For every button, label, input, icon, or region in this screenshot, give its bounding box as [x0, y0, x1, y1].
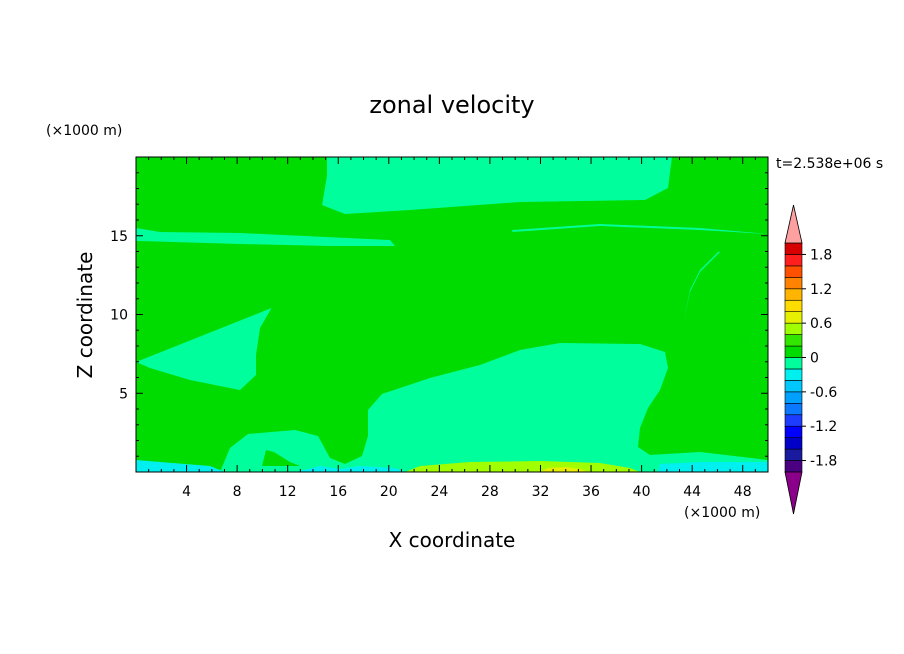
colorbar-swatch [784, 437, 803, 450]
colorbar-tick-label: 0.6 [810, 316, 832, 332]
colorbar-swatch [784, 368, 803, 381]
colorbar-tick-label: -1.8 [810, 454, 837, 470]
y-tick-label: 10 [110, 308, 128, 324]
x-unit-label: (×1000 m) [684, 505, 760, 521]
y-axis-label: Z coordinate [73, 252, 97, 379]
colorbar-swatch [784, 254, 803, 267]
colorbar-swatch [784, 391, 803, 404]
x-tick-label: 8 [233, 484, 242, 500]
colorbar-tick-label: 1.2 [810, 282, 832, 298]
colorbar-swatch [784, 322, 803, 335]
contour-region-near-zero-pocket [235, 432, 322, 466]
contour-region-positive-upper [136, 157, 327, 220]
x-tick-label: 48 [734, 484, 752, 500]
colorbar-swatch [784, 460, 803, 473]
x-tick-label: 40 [633, 484, 651, 500]
x-axis-ticks: 4 8 12 16 20 24 28 32 36 40 44 48 [148, 157, 756, 500]
x-tick-label: 12 [279, 484, 297, 500]
x-tick-label: 4 [182, 484, 191, 500]
colorbar-swatch [784, 402, 803, 416]
colorbar-swatch [784, 265, 803, 278]
contour-region-high-surface [540, 467, 588, 472]
contour-region-positive-surface [405, 461, 640, 472]
contour-fills [136, 157, 768, 472]
colorbar-tick-label: -0.6 [810, 385, 837, 401]
chart-title: zonal velocity [369, 91, 534, 119]
colorbar-swatch [784, 299, 803, 312]
contour-region-positive-pocket [262, 450, 300, 466]
colorbar-swatch [784, 334, 803, 347]
time-label: t=2.538e+06 s [776, 156, 883, 172]
colorbar-swatch [784, 311, 803, 324]
x-tick-label: 24 [430, 484, 448, 500]
x-tick-label: 32 [532, 484, 550, 500]
colorbar-tick-label: 0 [810, 351, 819, 367]
colorbar-tick-label: 1.8 [810, 247, 832, 263]
x-tick-label: 16 [329, 484, 347, 500]
colorbar-swatch [784, 345, 803, 358]
x-tick-label: 44 [683, 484, 701, 500]
x-tick-label: 28 [481, 484, 499, 500]
colorbar-swatch [784, 414, 803, 427]
colorbar-swatch [784, 357, 803, 370]
y-tick-label: 5 [119, 386, 128, 402]
y-tick-label: 15 [110, 229, 128, 245]
contour-region-positive-mid [422, 226, 768, 342]
colorbar-swatch [784, 288, 803, 301]
contour-region-positive-main [136, 157, 768, 472]
x-tick-label: 20 [380, 484, 398, 500]
y-axis-ticks: 5 10 15 [110, 172, 768, 457]
colorbar-over-triangle [784, 204, 803, 244]
colorbar-swatch [784, 277, 803, 290]
x-axis-label: X coordinate [389, 528, 516, 552]
colorbar-under-triangle [784, 471, 803, 515]
colorbar-swatch [784, 242, 803, 255]
x-tick-label: 36 [582, 484, 600, 500]
colorbar: 1.8 1.2 0.6 0 -0.6 -1.2 -1.8 [784, 204, 837, 515]
colorbar-tick-label: -1.2 [810, 419, 837, 435]
y-unit-label: (×1000 m) [46, 123, 122, 139]
colorbar-swatch [784, 425, 803, 438]
colorbar-swatch [784, 380, 803, 393]
colorbar-swatch [784, 448, 803, 461]
